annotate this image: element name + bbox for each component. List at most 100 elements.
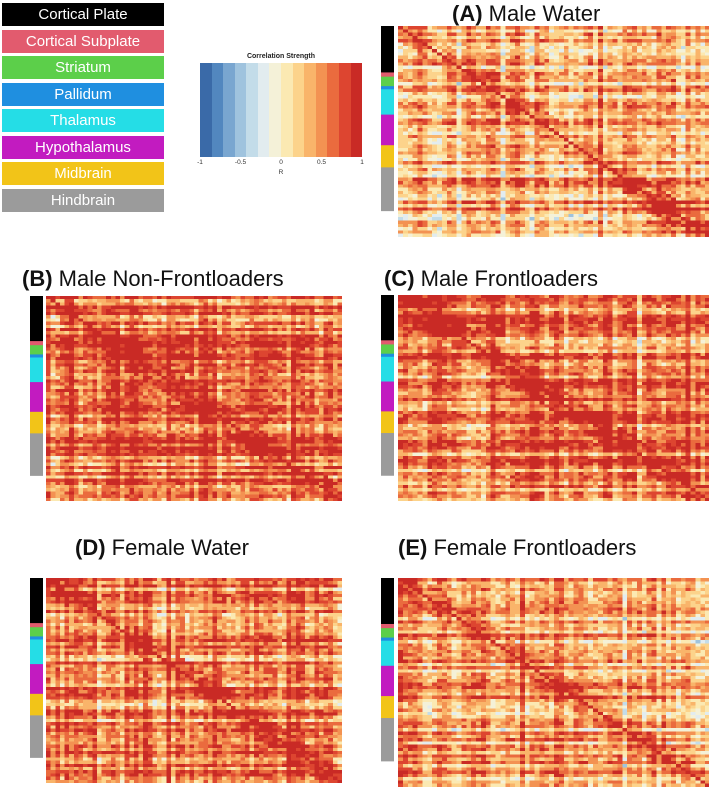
- heatmap-cell: [617, 157, 623, 162]
- heatmap-cell: [685, 58, 692, 63]
- heatmap-cell: [451, 65, 458, 70]
- heatmap-cell: [441, 157, 448, 162]
- heatmap-cell: [78, 305, 84, 310]
- heatmap-cell: [622, 167, 628, 172]
- heatmap-cell: [495, 131, 501, 136]
- heatmap-cell: [203, 302, 209, 307]
- heatmap-cell: [578, 190, 584, 195]
- legend-item-cortical-subplate: Cortical Subplate: [2, 29, 164, 53]
- region-segment-hindbrain: [30, 433, 43, 476]
- heatmap-cell: [480, 207, 487, 212]
- heatmap-cell: [417, 131, 423, 136]
- heatmap-cell: [578, 177, 584, 182]
- heatmap-cell: [651, 39, 657, 44]
- heatmap-cell: [671, 207, 677, 212]
- heatmap-cell: [437, 55, 443, 60]
- heatmap-cell: [495, 95, 501, 100]
- heatmap-cell: [466, 35, 472, 40]
- heatmap-cell: [661, 161, 667, 166]
- heatmap-cell: [446, 108, 453, 113]
- heatmap-cell: [700, 190, 706, 195]
- heatmap-cell: [485, 85, 492, 90]
- heatmap-cell: [120, 324, 126, 329]
- heatmap-cell: [588, 154, 594, 159]
- heatmap-cell: [695, 65, 701, 70]
- heatmap-cell: [563, 105, 570, 110]
- heatmap-cell: [636, 75, 643, 80]
- heatmap-cell: [235, 334, 241, 339]
- heatmap-cell: [471, 55, 477, 60]
- heatmap-cell: [656, 85, 662, 90]
- heatmap-cell: [485, 42, 492, 47]
- heatmap-cell: [539, 52, 545, 57]
- heatmap-cell: [597, 223, 604, 228]
- heatmap-cell: [120, 321, 126, 326]
- heatmap-cell: [563, 85, 570, 90]
- heatmap-cell: [495, 171, 501, 175]
- heatmap-cell: [286, 308, 292, 313]
- heatmap-cell: [675, 227, 682, 232]
- heatmap-cell: [695, 197, 701, 202]
- heatmap-cell: [235, 321, 241, 326]
- heatmap-cell: [471, 190, 477, 195]
- heatmap-cell: [515, 82, 521, 86]
- heatmap-cell: [480, 52, 487, 57]
- heatmap-cell: [515, 194, 521, 199]
- heatmap-cell: [485, 220, 492, 225]
- heatmap-cell: [456, 161, 462, 166]
- heatmap-cell: [700, 85, 706, 90]
- heatmap-cell: [398, 134, 404, 139]
- heatmap-cell: [544, 190, 550, 195]
- heatmap-cell: [515, 190, 521, 195]
- heatmap-cell: [617, 177, 623, 182]
- heatmap-cell: [573, 124, 579, 129]
- heatmap-cell: [539, 128, 545, 133]
- heatmap-cell: [515, 174, 521, 179]
- heatmap-cell: [446, 190, 453, 195]
- heatmap-cell: [632, 35, 638, 40]
- heatmap-cell: [690, 184, 696, 189]
- heatmap-cell: [656, 194, 662, 199]
- heatmap-cell: [110, 308, 116, 313]
- heatmap-cell: [549, 197, 555, 202]
- heatmap-cell: [632, 174, 638, 179]
- heatmap-cell: [705, 65, 709, 70]
- heatmap-cell: [476, 82, 482, 86]
- heatmap-cell: [446, 32, 453, 37]
- heatmap-cell: [451, 82, 458, 86]
- heatmap-cell: [568, 164, 575, 169]
- heatmap-cell: [607, 108, 614, 113]
- region-segment-midbrain: [381, 145, 394, 168]
- heatmap-cell: [441, 45, 448, 50]
- heatmap-cell: [161, 302, 167, 307]
- heatmap-cell: [612, 115, 618, 119]
- heatmap-cell: [695, 167, 701, 172]
- heatmap-cell: [544, 194, 550, 199]
- heatmap-cell: [212, 302, 218, 307]
- heatmap-cell: [221, 312, 227, 316]
- heatmap-cell: [466, 217, 472, 222]
- heatmap-cell: [700, 210, 706, 215]
- heatmap-cell: [656, 128, 662, 133]
- heatmap-cell: [510, 233, 516, 237]
- heatmap-cell: [495, 207, 501, 212]
- heatmap-cell: [427, 124, 433, 129]
- heatmap-cell: [92, 328, 98, 332]
- heatmap-cell: [544, 32, 550, 37]
- heatmap-cell: [398, 213, 404, 218]
- heatmap-cell: [170, 302, 177, 307]
- heatmap-cell: [437, 204, 443, 208]
- heatmap-cell: [544, 161, 550, 166]
- heatmap-cell: [671, 49, 677, 53]
- heatmap-cell: [64, 334, 70, 339]
- heatmap-cell: [671, 187, 677, 192]
- heatmap-cell: [495, 141, 501, 146]
- heatmap-cell: [471, 68, 477, 73]
- heatmap-cell: [632, 164, 638, 169]
- heatmap-cell: [175, 334, 181, 339]
- heatmap-cell: [573, 157, 579, 162]
- heatmap-cell: [412, 124, 419, 129]
- heatmap-cell: [485, 78, 492, 83]
- heatmap-cell: [495, 144, 501, 149]
- heatmap-cell: [510, 177, 516, 182]
